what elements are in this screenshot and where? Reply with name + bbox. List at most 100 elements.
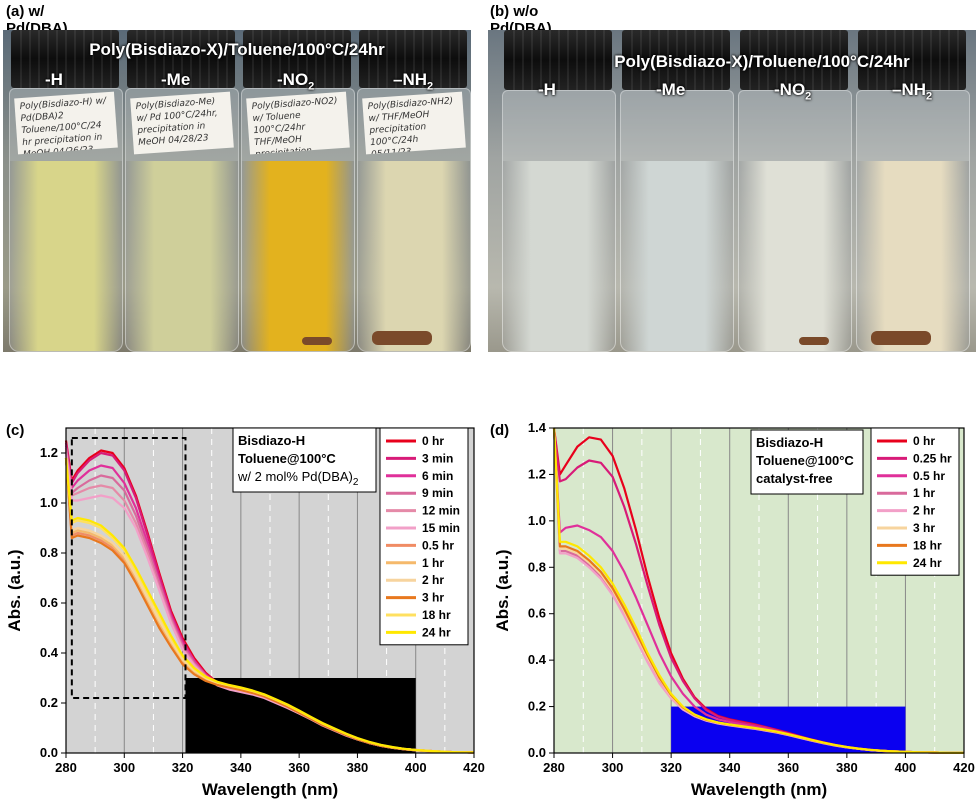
vial-sediment [372, 331, 432, 345]
vial-cap [504, 30, 612, 90]
zoom-inset-box [185, 678, 416, 753]
plot-frame [553, 427, 965, 754]
legend-label: 3 hr [422, 591, 444, 605]
annotation-box [750, 429, 864, 495]
y-tick-label: 0.6 [40, 595, 58, 610]
panel-c-label: (c) [6, 422, 25, 439]
vial-cap [858, 30, 966, 90]
vial-liquid [10, 161, 122, 351]
x-tick-label: 320 [172, 760, 194, 775]
vial-cap [622, 30, 730, 90]
vial: Poly(Bisdiazo-H) w/ Pd(DBA)2 Toluene/100… [9, 88, 123, 352]
vial-liquid [503, 161, 615, 351]
vial-substituent-label: -NO2 [774, 80, 812, 103]
x-tick-label: 340 [719, 760, 741, 775]
legend-label: 15 min [422, 521, 460, 535]
legend-label: 9 min [422, 486, 453, 500]
y-tick-label: 1.2 [40, 445, 58, 460]
vial-substituent-label: -H [45, 70, 63, 89]
y-axis-label: Abs. (a.u.) [493, 549, 512, 631]
vial-cap [11, 30, 119, 88]
x-axis-label: Wavelength (nm) [202, 780, 338, 799]
vial: Poly(Bisdiazo-NH2) w/ THF/MeOH precipita… [357, 88, 471, 352]
annotation-text: Bisdiazo-H [756, 435, 823, 450]
y-tick-label: 1.0 [40, 495, 58, 510]
x-tick-label: 420 [953, 760, 975, 775]
y-tick-label: 0.0 [40, 745, 58, 760]
vial [738, 90, 852, 352]
annotation-text: Toluene@100°C [756, 453, 854, 468]
vial-liquid [739, 161, 851, 351]
x-tick-label: 380 [347, 760, 369, 775]
vial [620, 90, 734, 352]
vial-cap [127, 30, 235, 88]
annotation-text: catalyst-free [756, 471, 833, 486]
handwritten-vial-label: Poly(Bisdiazo-Me) w/ Pd 100°C/24hr, prec… [130, 91, 234, 155]
y-tick-label: 0.2 [40, 695, 58, 710]
photo-with-catalyst: Poly(Bisdiazo-H) w/ Pd(DBA)2 Toluene/100… [3, 30, 471, 352]
x-tick-label: 360 [777, 760, 799, 775]
legend-label: 18 hr [422, 608, 451, 622]
vial-substituent-label: -H [538, 80, 556, 99]
legend-label: 12 min [422, 504, 460, 518]
vial-cap [243, 30, 351, 88]
vial-cap [740, 30, 848, 90]
legend-label: 0 hr [422, 434, 444, 448]
series-line [552, 427, 964, 754]
legend-box [379, 427, 469, 646]
x-tick-label: 300 [602, 760, 624, 775]
uv-vis-chart-with-catalyst: 280 300 320 340 360 380 400 420 0.0 0.2 0.4 0.6 0.8 1… [5, 427, 485, 799]
vial-liquid [358, 161, 470, 351]
legend-label: 0 hr [913, 434, 935, 448]
x-tick-label: 320 [660, 760, 682, 775]
x-tick-label: 280 [543, 760, 565, 775]
x-tick-label: 380 [836, 760, 858, 775]
legend-label: 24 hr [422, 625, 451, 639]
vial-sediment [871, 331, 931, 345]
x-tick-label: 300 [113, 760, 135, 775]
vial: Poly(Bisdiazo-NO2) w/ Toluene 100°C/24hr… [241, 88, 355, 352]
y-tick-label: 0.4 [40, 645, 59, 660]
x-tick-label: 360 [288, 760, 310, 775]
vial-substituent-label: –NH2 [393, 70, 434, 93]
annotation-box [232, 427, 377, 493]
legend-label: 24 hr [913, 556, 942, 570]
y-axis-label: Abs. (a.u.) [5, 549, 24, 631]
legend-label: 0.25 hr [913, 451, 952, 465]
legend-label: 1 hr [422, 556, 444, 570]
handwritten-vial-label: Poly(Bisdiazo-NO2) w/ Toluene 100°C/24hr… [246, 91, 350, 155]
uv-vis-chart-catalyst-free: 280 300 320 340 360 380 400 420 0.0 0.2 0.4 0.6 0.8 1… [493, 420, 975, 799]
vial-substituent-label: -NO2 [277, 70, 315, 93]
y-tick-label: 1.2 [528, 466, 546, 481]
legend-box [870, 427, 960, 576]
photo-a-title: Poly(Bisdiazo-X)/Toluene/100°C/24hr [89, 40, 385, 59]
legend-label: 18 hr [913, 538, 942, 552]
vial [856, 90, 970, 352]
vial: Poly(Bisdiazo-Me) w/ Pd 100°C/24hr, prec… [125, 88, 239, 352]
x-axis-label: Wavelength (nm) [691, 780, 827, 799]
y-tick-label: 0.2 [528, 699, 546, 714]
vial [502, 90, 616, 352]
legend-label: 3 min [422, 451, 453, 465]
y-tick-label: 0.6 [528, 606, 546, 621]
x-tick-label: 280 [55, 760, 77, 775]
highlight-box [70, 437, 187, 699]
photo-catalyst-free: -H -Me -NO2 –NH2 Poly(Bisdiazo-X)/Toluene/1… [488, 30, 976, 352]
y-tick-label: 0.8 [528, 559, 546, 574]
legend-label: 6 min [422, 469, 453, 483]
vial-liquid [242, 161, 354, 351]
vial-substituent-label: –NH2 [892, 80, 933, 103]
legend-label: 1 hr [913, 486, 935, 500]
x-tick-label: 420 [463, 760, 485, 775]
x-tick-label: 400 [405, 760, 427, 775]
vial-cap [359, 30, 467, 88]
x-tick-label: 400 [895, 760, 917, 775]
panel-d-label: (d) [490, 422, 510, 439]
vial-substituent-label: -Me [161, 70, 191, 89]
x-tick-label: 340 [230, 760, 252, 775]
zoom-inset-box [671, 706, 906, 753]
vial-liquid [857, 161, 969, 351]
y-tick-label: 0.0 [528, 745, 546, 760]
vial-sediment [302, 337, 332, 345]
y-tick-label: 1.4 [528, 420, 547, 435]
